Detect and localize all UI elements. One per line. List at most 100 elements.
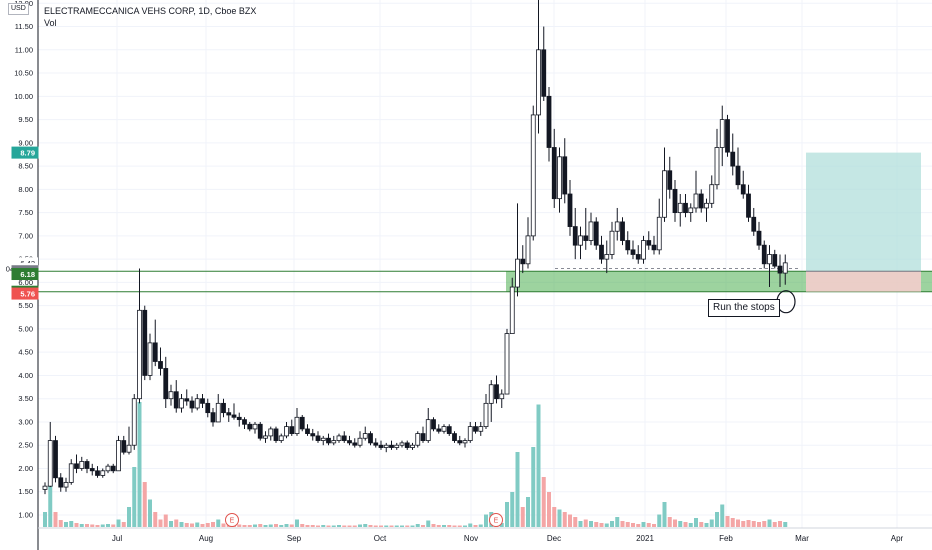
- badge-box: [12, 257, 38, 269]
- volume-bar: [321, 525, 326, 527]
- candle-body: [326, 437, 331, 444]
- candle-body: [100, 470, 106, 476]
- volume-bar: [657, 514, 662, 527]
- volume-bar: [169, 521, 173, 527]
- candle-body: [284, 426, 289, 437]
- badge-label: 8.79: [20, 149, 35, 158]
- volume-bar: [263, 525, 268, 527]
- candle-body: [373, 442, 379, 446]
- badge-label: 6.18: [20, 270, 35, 279]
- candle-body: [593, 221, 599, 246]
- y-tick-label: 8.00: [18, 185, 33, 194]
- candle-body: [693, 193, 699, 209]
- candle-body: [767, 254, 772, 265]
- candle-body: [47, 440, 53, 487]
- candle-body: [336, 435, 342, 441]
- candle-body: [210, 412, 216, 423]
- candle-body: [352, 442, 358, 446]
- volume-bar: [64, 522, 68, 527]
- annotation-callout[interactable]: Run the stops: [708, 299, 780, 317]
- candle-body: [683, 202, 688, 214]
- y-tick-label: 10.00: [14, 92, 33, 101]
- candle-body: [200, 398, 205, 404]
- position-overlays[interactable]: [38, 152, 932, 314]
- volume-bar: [137, 402, 142, 527]
- candle-body: [252, 423, 258, 430]
- volume-bar: [557, 509, 562, 527]
- volume-bar: [211, 522, 215, 527]
- volume-bar: [331, 525, 336, 527]
- candle-body: [473, 426, 478, 432]
- candle-body: [588, 221, 594, 241]
- candle-body: [488, 384, 494, 404]
- candle-body: [546, 95, 552, 148]
- volume-bar: [463, 525, 467, 527]
- badge-box: [11, 268, 39, 281]
- candle-body: [730, 151, 736, 167]
- chart-title: ELECTRAMECCANICA VEHS CORP, 1D, Cboe BZX: [44, 6, 257, 16]
- candle-body: [315, 435, 321, 441]
- candle-body: [126, 444, 132, 453]
- candle-body: [42, 485, 48, 490]
- candle-body: [641, 240, 646, 260]
- candle-body: [299, 416, 305, 430]
- candle-body: [362, 433, 368, 439]
- volume-bar: [421, 525, 425, 527]
- candle-body: [499, 393, 505, 400]
- candle-body: [74, 463, 79, 469]
- volume-bar: [741, 521, 746, 527]
- volume-bar: [573, 517, 578, 527]
- candle-body: [725, 119, 730, 153]
- volume-bar: [652, 524, 656, 527]
- price-badges: 8.796.4204:06:546.246.185.805.76: [2, 146, 39, 300]
- y-tick-label: 10.50: [14, 69, 33, 78]
- volume-bar: [158, 519, 163, 527]
- grid-lines: [38, 0, 932, 528]
- volume-bar: [736, 519, 740, 527]
- candle-body: [110, 465, 116, 472]
- candle-body: [320, 437, 326, 441]
- candle-body: [494, 384, 499, 400]
- candle-body: [231, 414, 237, 418]
- volume-bar: [447, 525, 452, 527]
- candle-body: [84, 461, 90, 469]
- volume-bar: [762, 521, 767, 527]
- y-tick-label: 7.50: [18, 208, 33, 217]
- y-tick-label: 11.50: [15, 22, 33, 31]
- volume-bar: [531, 447, 536, 527]
- candle-body: [242, 419, 247, 425]
- volume-bar: [295, 519, 299, 527]
- currency-label[interactable]: USD: [8, 3, 29, 15]
- x-tick-label: Apr: [891, 534, 904, 543]
- candle-body: [420, 433, 426, 441]
- candle-body: [704, 202, 709, 209]
- y-tick-label: 2.00: [18, 464, 33, 473]
- candle-body: [599, 244, 604, 260]
- volume-bar: [394, 525, 399, 527]
- candle-body: [504, 333, 510, 395]
- volume-bar: [216, 519, 221, 527]
- volume-bar: [90, 524, 95, 527]
- candle-body: [551, 147, 557, 200]
- volume-bar: [347, 525, 352, 527]
- candle-body: [179, 398, 184, 409]
- volume-bar: [499, 523, 504, 527]
- volume-bar: [237, 524, 242, 527]
- candle-body: [751, 216, 757, 232]
- volume-bar: [478, 524, 483, 527]
- volume-bar: [583, 519, 588, 527]
- candle-body: [667, 170, 673, 190]
- volume-bar: [200, 524, 205, 527]
- volume-bar: [337, 525, 341, 527]
- candle-body: [399, 442, 405, 446]
- volume-bar: [526, 497, 530, 527]
- volume-bar: [326, 525, 331, 527]
- candle-body: [782, 262, 788, 274]
- candle-body: [341, 435, 347, 441]
- volume-bar: [174, 519, 179, 527]
- candle-body: [515, 258, 520, 288]
- volume-bar: [694, 518, 698, 527]
- volume-bar: [620, 521, 625, 527]
